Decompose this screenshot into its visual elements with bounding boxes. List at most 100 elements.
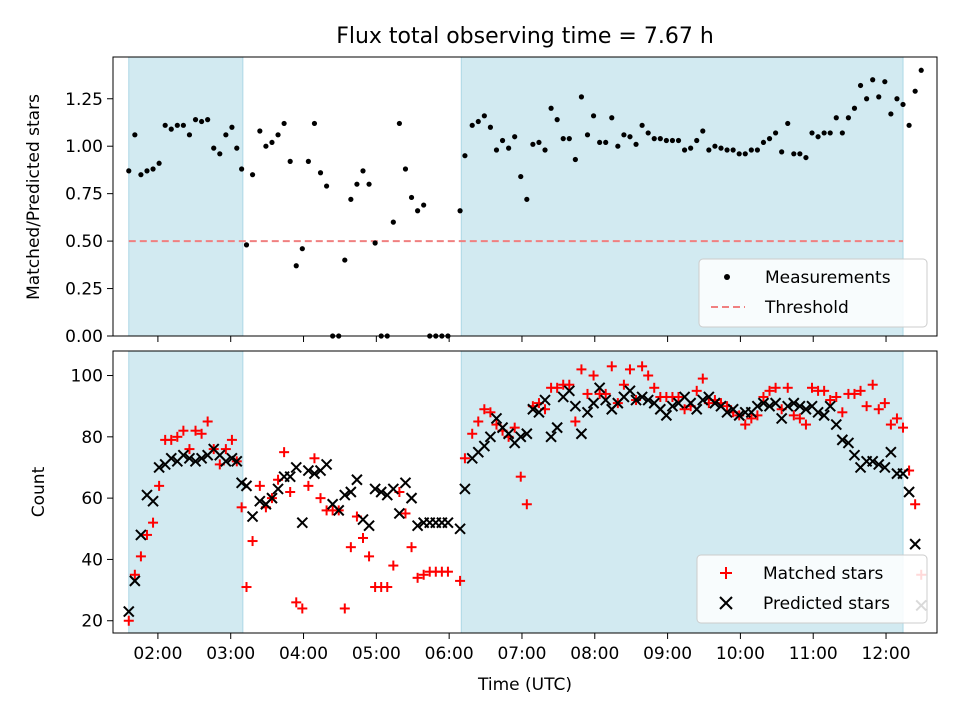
measurement-point: [156, 160, 162, 166]
measurement-point: [269, 139, 275, 146]
measurement-point: [396, 120, 402, 127]
predicted-star-point: [296, 516, 309, 529]
matched-star-point: [618, 379, 629, 390]
matched-star-point: [879, 398, 890, 409]
predicted-star-point: [757, 397, 770, 409]
matched-stars-points: [123, 361, 927, 626]
measurement-point: [415, 208, 421, 214]
measurement-point: [293, 263, 299, 269]
matched-star-point: [831, 391, 842, 402]
matched-star-point: [285, 487, 296, 497]
matched-star-point: [758, 391, 769, 402]
predicted-star-point: [254, 495, 266, 507]
predicted-star-point: [177, 449, 190, 461]
predicted-star-point: [721, 406, 733, 419]
predicted-star-point: [794, 400, 806, 412]
matched-star-point: [849, 388, 860, 399]
matched-star-point: [400, 508, 411, 519]
matched-star-point: [247, 536, 258, 547]
matched-star-point: [794, 413, 805, 424]
measurement-point: [512, 134, 518, 140]
shaded-interval: [128, 350, 244, 634]
measurement-point: [229, 124, 235, 130]
predicted-star-point: [454, 523, 466, 535]
predicted-star-point: [909, 538, 921, 550]
matched-star-point: [509, 422, 520, 433]
predicted-star-point: [521, 428, 533, 440]
matched-star-point: [345, 542, 356, 553]
y-tick-label: 0.75: [65, 185, 103, 205]
measurement-point: [633, 141, 639, 147]
predicted-star-point: [545, 431, 557, 443]
matched-star-point: [412, 572, 423, 583]
y-tick-label: 1.25: [65, 90, 103, 110]
measurement-point: [882, 79, 888, 85]
matched-star-point: [885, 419, 896, 430]
measurement-point: [597, 139, 603, 146]
predicted-star-point: [459, 483, 471, 495]
measurement-point: [536, 139, 542, 146]
measurement-point: [132, 132, 138, 138]
measurement-point: [888, 111, 894, 117]
matched-star-point: [297, 603, 308, 614]
measurement-point: [584, 132, 591, 138]
measurement-point: [150, 166, 156, 172]
matched-star-point: [364, 551, 375, 562]
predicted-star-point: [411, 520, 424, 532]
matched-star-point: [819, 385, 830, 396]
measurement-point: [906, 122, 912, 128]
predicted-star-point: [320, 458, 333, 471]
predicted-star-point: [848, 449, 861, 461]
x-tick-label: 03:00: [206, 644, 255, 664]
measurement-point: [524, 196, 530, 202]
measurement-point: [554, 117, 560, 123]
predicted-star-point: [636, 391, 648, 403]
measurement-point: [815, 134, 821, 140]
predicted-star-point: [642, 394, 654, 406]
measurement-point: [168, 126, 174, 132]
predicted-star-point: [502, 428, 515, 440]
predicted-star-point: [345, 486, 357, 498]
x-tick-label: 08:00: [570, 644, 619, 664]
matched-star-point: [254, 480, 265, 491]
predicted-star-point: [666, 400, 679, 412]
measurement-point: [694, 137, 700, 144]
measurement-point: [700, 128, 706, 134]
matched-star-point: [800, 419, 811, 430]
x-tick-label: 06:00: [425, 644, 474, 664]
predicted-star-point: [866, 455, 879, 468]
measurement-point: [162, 122, 168, 128]
matched-star-point: [473, 416, 484, 427]
matched-star-point: [740, 419, 751, 430]
predicted-star-point: [442, 516, 454, 529]
measurement-point: [174, 122, 180, 128]
y-tick-label: 0.00: [65, 327, 103, 347]
measurement-point: [809, 130, 815, 136]
measurement-point: [851, 105, 858, 111]
predicted-star-point: [189, 455, 202, 468]
top-x-ticks: [157, 336, 887, 342]
predicted-star-point: [135, 529, 147, 541]
measurement-point: [408, 194, 415, 201]
predicted-star-point: [339, 489, 351, 501]
predicted-star-point: [533, 406, 545, 419]
matched-star-point: [910, 499, 921, 510]
y-tick-label: 1.00: [65, 137, 103, 157]
predicted-star-point: [873, 458, 885, 471]
predicted-star-point: [769, 397, 782, 409]
measurement-point: [688, 145, 694, 151]
measurement-point: [390, 219, 396, 225]
measurement-point: [180, 122, 186, 128]
measurement-point: [785, 120, 791, 127]
chart-title: Flux total observing time = 7.67 h: [336, 24, 714, 49]
matched-star-point: [697, 373, 708, 384]
predicted-star-point: [624, 385, 636, 397]
matched-star-point: [467, 428, 478, 439]
measurement-point: [323, 183, 330, 189]
measurement-point: [305, 158, 311, 164]
matched-star-point: [807, 382, 818, 393]
matched-star-point: [166, 434, 177, 445]
legend-threshold-label: Threshold: [764, 298, 849, 318]
predicted-star-point: [551, 421, 563, 434]
